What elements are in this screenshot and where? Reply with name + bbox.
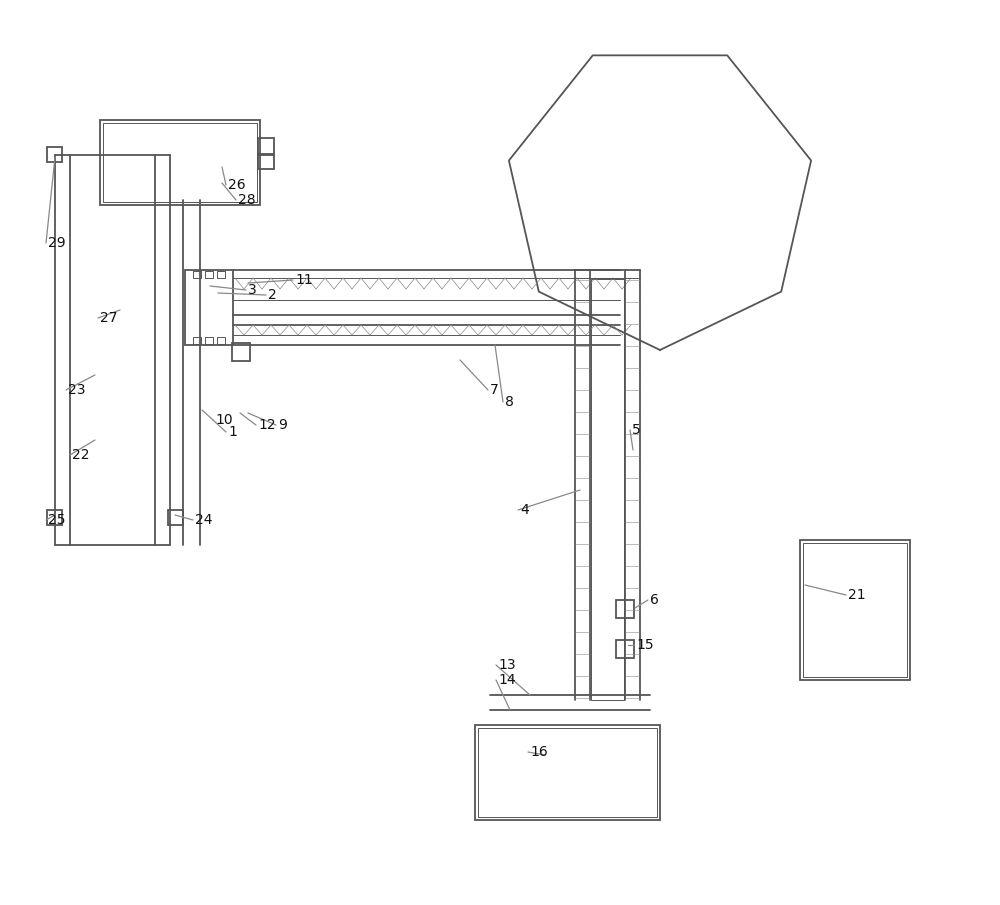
Text: 28: 28 [238, 193, 256, 207]
Text: 21: 21 [848, 588, 866, 602]
Text: 12: 12 [258, 418, 276, 432]
Text: 6: 6 [650, 593, 659, 607]
Text: 3: 3 [248, 283, 257, 297]
Bar [258, 138, 274, 154]
Bar [47, 147, 62, 162]
Text: 8: 8 [505, 395, 514, 409]
Bar [217, 271, 225, 278]
Text: 10: 10 [215, 413, 233, 427]
Bar [803, 543, 907, 677]
Bar [168, 510, 183, 525]
Bar [800, 540, 910, 680]
Text: 14: 14 [498, 673, 516, 687]
Bar [185, 270, 233, 345]
Bar [232, 343, 250, 361]
Text: 16: 16 [530, 745, 548, 759]
Text: 4: 4 [520, 503, 529, 517]
Text: 13: 13 [498, 658, 516, 672]
Text: 27: 27 [100, 311, 118, 325]
Text: 23: 23 [68, 383, 86, 397]
Bar [258, 155, 274, 169]
Text: 5: 5 [632, 423, 641, 437]
Text: 26: 26 [228, 178, 246, 192]
Bar [478, 728, 657, 817]
Bar [205, 337, 213, 344]
Bar [193, 271, 201, 278]
Text: 29: 29 [48, 236, 66, 250]
Text: 15: 15 [636, 638, 654, 652]
Bar [616, 640, 634, 658]
Bar [217, 337, 225, 344]
Text: 22: 22 [72, 448, 90, 462]
Bar [100, 120, 260, 205]
Bar [193, 337, 201, 344]
Bar [47, 510, 62, 525]
Text: 24: 24 [195, 513, 212, 527]
Bar [475, 725, 660, 820]
Bar [103, 123, 257, 202]
Text: 7: 7 [490, 383, 499, 397]
Text: 2: 2 [268, 288, 277, 302]
Text: 25: 25 [48, 513, 66, 527]
Text: 1: 1 [228, 425, 237, 439]
Text: 9: 9 [278, 418, 287, 432]
Bar [616, 600, 634, 618]
Bar [591, 279, 624, 700]
Text: 11: 11 [295, 273, 313, 287]
Bar [205, 271, 213, 278]
